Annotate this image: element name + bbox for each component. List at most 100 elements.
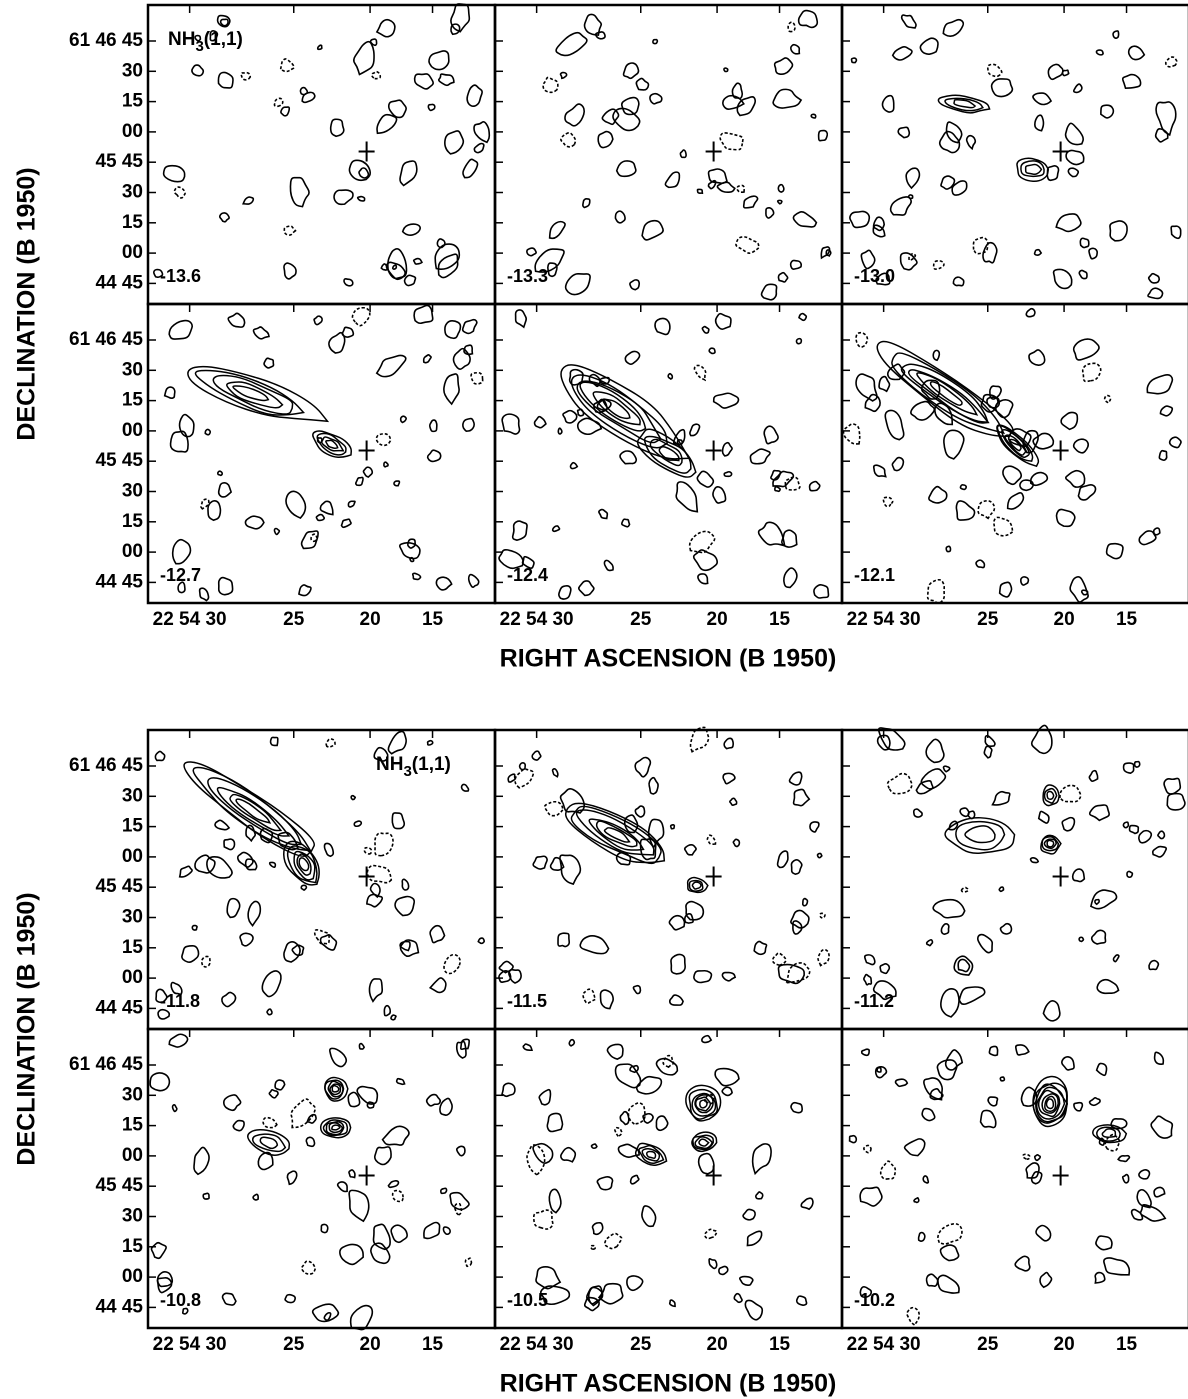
noise-contour: [169, 430, 189, 453]
panel-frame: [146, 302, 497, 605]
emission-contour: [207, 777, 303, 846]
noise-contour: [1025, 1162, 1040, 1179]
emission-contour: [327, 1080, 344, 1098]
emission-contour: [1016, 157, 1050, 183]
contour-panel: [493, 302, 844, 605]
noise-contour: [200, 955, 211, 968]
noise-contour: [1147, 287, 1164, 300]
noise-contour: [771, 952, 787, 967]
noise-contour: [440, 1187, 448, 1195]
y-tick-label: 00: [122, 242, 143, 263]
emission-contour: [1041, 835, 1060, 852]
contour-panel: [493, 726, 844, 1031]
panel-frame: [840, 728, 1188, 1031]
y-tick-label: 45 45: [95, 1175, 143, 1196]
emission-contour: [194, 369, 305, 416]
molecule-base: NH: [168, 29, 195, 50]
noise-contour: [599, 989, 614, 1010]
noise-contour: [597, 1282, 624, 1305]
emission-contour: [1008, 438, 1022, 452]
y-axis-title: DECLINATION (B 1950): [13, 167, 41, 440]
noise-contour: [436, 238, 446, 249]
noise-contour: [1061, 816, 1076, 832]
noise-contour: [648, 776, 659, 795]
noise-contour: [999, 922, 1013, 935]
noise-contour: [1014, 1044, 1030, 1056]
x-tick-label: 25: [283, 1334, 305, 1355]
noise-contour: [932, 349, 941, 362]
y-tick-label: 30: [122, 182, 143, 203]
noise-contour: [551, 767, 559, 778]
noise-contour: [366, 864, 393, 884]
noise-contour: [788, 771, 803, 786]
emission-contour: [229, 793, 283, 832]
noise-contour: [753, 940, 768, 956]
noise-contour: [1122, 821, 1130, 829]
emission-contour: [325, 439, 339, 450]
x-tick-label: 25: [977, 609, 999, 630]
noise-contour: [1080, 589, 1089, 596]
noise-contour: [716, 181, 736, 194]
noise-contour: [635, 77, 650, 91]
noise-contour: [770, 469, 782, 481]
noise-contour: [247, 900, 262, 927]
noise-contour: [886, 363, 906, 381]
noise-contour: [800, 1197, 814, 1211]
noise-contour: [945, 121, 963, 144]
emission-contour: [235, 798, 272, 824]
noise-contour: [466, 84, 483, 108]
emission-contour: [576, 380, 662, 444]
noise-contour: [612, 107, 641, 132]
noise-contour: [760, 283, 778, 301]
noise-contour: [223, 838, 236, 851]
noise-contour: [816, 852, 823, 859]
noise-contour: [473, 121, 491, 144]
molecule-suffix: (1,1): [412, 754, 451, 775]
noise-contour: [1117, 1154, 1131, 1163]
noise-contour: [732, 838, 741, 848]
noise-contour: [366, 893, 384, 908]
noise-contour: [1147, 272, 1161, 284]
noise-contour: [266, 1008, 273, 1016]
noise-contour: [508, 968, 522, 984]
noise-contour: [940, 175, 956, 190]
noise-contour: [923, 1077, 943, 1101]
noise-contour: [817, 948, 830, 967]
emission-contour: [319, 1117, 352, 1139]
y-tick-label: 00: [122, 121, 143, 142]
noise-contour: [932, 260, 945, 270]
noise-contour: [156, 1271, 174, 1288]
noise-contour: [619, 1110, 630, 1126]
noise-contour: [940, 988, 960, 1018]
noise-contour: [886, 772, 913, 795]
noise-contour: [654, 317, 671, 336]
emission-contour: [251, 1133, 287, 1153]
y-tick-label: 30: [122, 785, 143, 806]
noise-contour: [617, 1143, 641, 1158]
noise-contour: [434, 243, 461, 271]
noise-contour: [723, 470, 733, 478]
noise-contour: [777, 183, 785, 193]
noise-contour: [547, 262, 558, 278]
noise-contour: [697, 573, 709, 585]
noise-contour: [960, 886, 970, 893]
y-tick-label: 15: [122, 212, 144, 233]
noise-contour: [742, 1208, 756, 1221]
noise-contour: [1098, 1137, 1106, 1146]
noise-contour: [1088, 804, 1110, 822]
emission-contour: [638, 1144, 665, 1165]
panel-frame: [493, 3, 844, 306]
noise-contour: [809, 821, 820, 833]
noise-contour: [181, 945, 200, 963]
noise-contour: [899, 252, 918, 271]
noise-contour: [399, 415, 407, 424]
velocity-label: -11.8: [160, 991, 200, 1011]
velocity-label: -13.6: [160, 266, 201, 286]
noise-contour: [1029, 857, 1040, 864]
noise-contour: [855, 331, 869, 348]
noise-contour: [810, 113, 817, 119]
noise-contour: [789, 259, 803, 270]
noise-contour: [366, 1101, 375, 1109]
noise-contour: [336, 1181, 348, 1193]
noise-contour: [707, 179, 717, 190]
